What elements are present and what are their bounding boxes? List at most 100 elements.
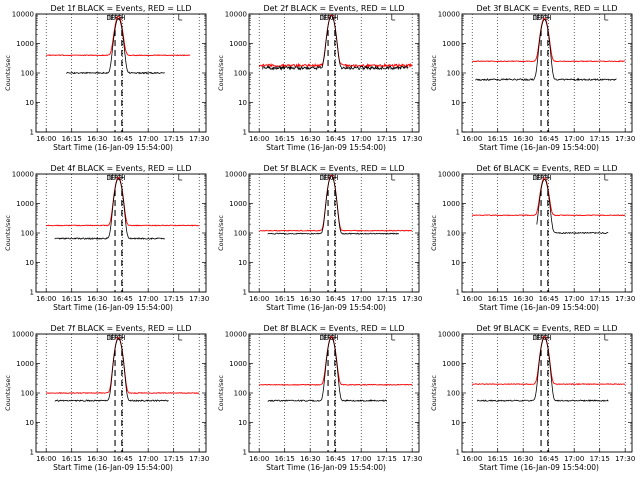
x-tick-label: 16:00 <box>462 135 482 143</box>
y-axis-label: Counts/sec <box>4 55 12 91</box>
x-tick-label: 17:30 <box>402 295 422 303</box>
y-axis-label: Counts/sec <box>217 375 225 411</box>
y-axis-label: Counts/sec <box>430 375 438 411</box>
plot-frame <box>248 13 420 133</box>
panel-title: Det 7f BLACK = Events, RED = LLD <box>50 324 191 333</box>
x-tick-label: 16:30 <box>300 135 320 143</box>
x-tick-label: 17:30 <box>189 455 209 463</box>
y-tick-label: 10000 <box>12 11 34 19</box>
y-axis-label: Counts/sec <box>4 375 12 411</box>
x-tick-label: 16:15 <box>275 295 295 303</box>
x-tick-label: 16:00 <box>36 295 56 303</box>
y-tick-label: 10 <box>25 419 34 427</box>
x-tick-label: 16:45 <box>539 455 559 463</box>
marker-label: F <box>327 174 331 182</box>
x-tick-label: 17:00 <box>564 295 584 303</box>
marker-label: E <box>323 334 327 342</box>
x-axis-label: Start Time (16-Jan-09 15:54:00) <box>479 463 599 472</box>
marker-label: D <box>319 334 324 342</box>
panel-title: Det 8f BLACK = Events, RED = LLD <box>263 324 404 333</box>
y-tick-label: 10000 <box>225 331 247 339</box>
plot-frame <box>461 13 633 133</box>
x-tick-label: 17:00 <box>351 295 371 303</box>
marker-label: F <box>540 14 544 22</box>
marker-label: H <box>333 174 338 182</box>
x-tick-label: 16:45 <box>326 295 346 303</box>
marker-label: H <box>333 14 338 22</box>
y-tick-label: 1000 <box>229 40 247 48</box>
x-tick-label: 16:45 <box>113 455 133 463</box>
x-tick-label: 16:15 <box>62 455 82 463</box>
marker-label: E <box>323 14 327 22</box>
x-tick-label: 17:15 <box>590 455 610 463</box>
detector-panel-6: Det 6f BLACK = Events, RED = LLD 1 10 100 10… <box>430 164 635 312</box>
marker-label: F <box>114 334 118 342</box>
x-tick-label: 16:30 <box>300 295 320 303</box>
events-series-line <box>476 337 609 402</box>
plot-frame <box>248 173 420 293</box>
marker-label: E <box>110 334 114 342</box>
marker-label: F <box>327 14 331 22</box>
marker-label: H <box>120 334 125 342</box>
events-series-line <box>66 17 165 75</box>
x-tick-label: 16:45 <box>539 135 559 143</box>
x-tick-label: 17:30 <box>189 295 209 303</box>
plot-frame <box>248 333 420 453</box>
detector-panel-3: Det 3f BLACK = Events, RED = LLD 1 10 100 10… <box>430 4 635 152</box>
y-tick-label: 100 <box>234 230 247 238</box>
plot-frame <box>461 173 633 293</box>
x-tick-label: 16:45 <box>113 135 133 143</box>
y-tick-label: 10 <box>451 259 460 267</box>
y-tick-label: 1000 <box>229 360 247 368</box>
y-tick-label: 100 <box>21 70 34 78</box>
events-series-line <box>536 178 609 235</box>
y-tick-label: 10000 <box>438 11 460 19</box>
marker-label: D <box>319 14 324 22</box>
panel-title: Det 3f BLACK = Events, RED = LLD <box>476 4 617 13</box>
y-tick-label: 10000 <box>12 171 34 179</box>
marker-label: D <box>319 174 324 182</box>
detector-panel-7: Det 7f BLACK = Events, RED = LLD 1 10 100 10… <box>4 324 209 472</box>
x-tick-label: 16:30 <box>87 295 107 303</box>
x-tick-label: 17:00 <box>564 135 584 143</box>
x-tick-label: 17:15 <box>590 135 610 143</box>
panel-title: Det 6f BLACK = Events, RED = LLD <box>476 164 617 173</box>
y-tick-label: 1 <box>243 289 247 297</box>
x-tick-label: 17:30 <box>615 295 635 303</box>
x-tick-label: 16:00 <box>462 455 482 463</box>
marker-label: H <box>120 174 125 182</box>
marker-label: D <box>532 334 537 342</box>
y-tick-label: 1 <box>243 129 247 137</box>
marker-label: E <box>110 174 114 182</box>
x-tick-label: 16:15 <box>275 455 295 463</box>
y-tick-label: 10 <box>238 419 247 427</box>
x-tick-label: 16:30 <box>513 455 533 463</box>
x-tick-label: 17:30 <box>402 455 422 463</box>
marker-label: D <box>106 334 111 342</box>
x-axis-label: Start Time (16-Jan-09 15:54:00) <box>266 463 386 472</box>
x-tick-label: 17:15 <box>377 295 397 303</box>
x-tick-label: 16:30 <box>87 135 107 143</box>
x-tick-label: 16:45 <box>326 135 346 143</box>
y-tick-label: 10 <box>238 259 247 267</box>
marker-label: D <box>106 174 111 182</box>
x-tick-label: 16:15 <box>488 295 508 303</box>
x-tick-label: 17:00 <box>138 295 158 303</box>
x-tick-label: 16:15 <box>275 135 295 143</box>
y-tick-label: 10 <box>25 99 34 107</box>
x-tick-label: 17:30 <box>615 455 635 463</box>
x-axis-label: Start Time (16-Jan-09 15:54:00) <box>266 303 386 312</box>
events-series-line <box>267 175 399 235</box>
x-tick-label: 17:15 <box>164 455 184 463</box>
y-tick-label: 10000 <box>12 331 34 339</box>
y-tick-label: 10 <box>25 259 34 267</box>
marker-label: H <box>120 14 125 22</box>
x-tick-label: 16:45 <box>113 295 133 303</box>
panel-title: Det 2f BLACK = Events, RED = LLD <box>263 4 404 13</box>
y-tick-label: 1000 <box>16 200 34 208</box>
plot-frame <box>35 333 207 453</box>
x-tick-label: 16:15 <box>488 455 508 463</box>
marker-label: H <box>546 14 551 22</box>
marker-label: H <box>546 334 551 342</box>
y-tick-label: 1000 <box>16 40 34 48</box>
